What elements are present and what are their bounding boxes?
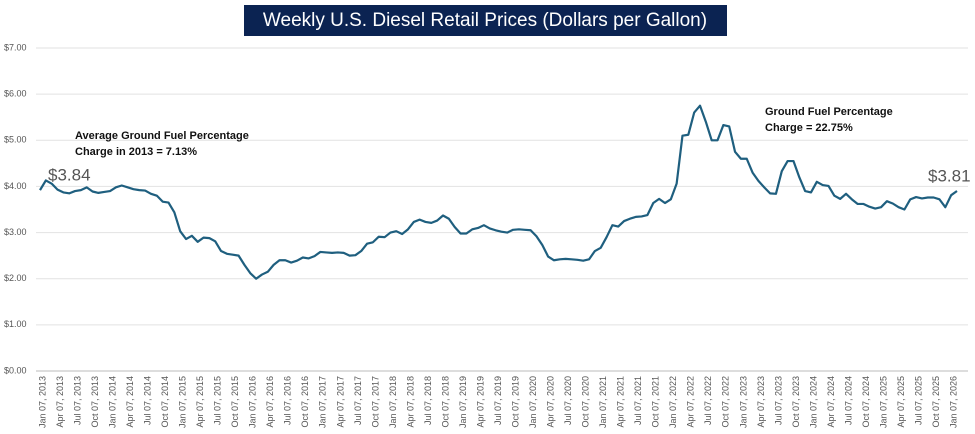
annotation: Average Ground Fuel Percentage [75, 130, 249, 142]
x-tick-label: Jul 07, 2017 [353, 376, 363, 425]
x-tick-label: Jan 07, 2026 [949, 376, 959, 428]
x-tick-label: Oct 07, 2020 [581, 376, 591, 428]
x-tick-label: Jan 07, 2020 [528, 376, 538, 428]
x-tick-label: Oct 07, 2019 [510, 376, 520, 428]
chart-title: Weekly U.S. Diesel Retail Prices (Dollar… [263, 10, 707, 31]
x-tick-label: Jan 07, 2023 [738, 376, 748, 428]
y-tick-label: $0.00 [4, 365, 27, 375]
x-tick-label: Apr 07, 2024 [826, 376, 836, 428]
annotation: Ground Fuel Percentage [765, 106, 893, 118]
x-tick-label: Oct 07, 2018 [440, 376, 450, 428]
x-tick-label: Jul 07, 2022 [703, 376, 713, 425]
x-tick-label: Apr 07, 2025 [896, 376, 906, 428]
x-tick-label: Apr 07, 2019 [475, 376, 485, 428]
y-tick-label: $6.00 [4, 89, 27, 99]
x-tick-label: Oct 07, 2013 [90, 376, 100, 428]
y-tick-label: $7.00 [4, 42, 27, 52]
annotation: Charge = 22.75% [765, 122, 853, 134]
y-tick-label: $5.00 [4, 135, 27, 145]
x-tick-label: Jan 07, 2022 [668, 376, 678, 428]
x-tick-label: Oct 07, 2015 [230, 376, 240, 428]
x-tick-label: Apr 07, 2023 [756, 376, 766, 428]
x-tick-label: Apr 07, 2021 [616, 376, 626, 428]
x-tick-label: Jul 07, 2015 [213, 376, 223, 425]
x-tick-label: Oct 07, 2016 [300, 376, 310, 428]
y-tick-label: $4.00 [4, 181, 27, 191]
x-tick-label: Jul 07, 2018 [423, 376, 433, 425]
x-tick-label: Oct 07, 2023 [791, 376, 801, 428]
x-tick-label: Jan 07, 2025 [878, 376, 888, 428]
y-tick-label: $3.00 [4, 227, 27, 237]
x-tick-label: Jan 07, 2015 [178, 376, 188, 428]
x-tick-label: Apr 07, 2022 [686, 376, 696, 428]
x-tick-label: Jan 07, 2014 [107, 376, 117, 428]
x-tick-label: Jul 07, 2023 [773, 376, 783, 425]
x-tick-label: Jul 07, 2021 [633, 376, 643, 425]
x-tick-label: Apr 07, 2014 [125, 376, 135, 428]
title-box [244, 5, 727, 36]
x-tick-label: Oct 07, 2021 [651, 376, 661, 428]
x-tick-label: Jul 07, 2016 [283, 376, 293, 425]
x-tick-label: Jan 07, 2021 [598, 376, 608, 428]
x-tick-label: Oct 07, 2022 [721, 376, 731, 428]
x-tick-label: Jul 07, 2025 [913, 376, 923, 425]
x-tick-label: Oct 07, 2014 [160, 376, 170, 428]
y-tick-label: $2.00 [4, 273, 27, 283]
annotation: Charge in 2013 = 7.13% [75, 146, 197, 158]
x-tick-label: Jul 07, 2014 [143, 376, 153, 425]
x-tick-label: Apr 07, 2017 [335, 376, 345, 428]
x-tick-label: Jan 07, 2013 [37, 376, 47, 428]
x-tick-label: Apr 07, 2013 [55, 376, 65, 428]
x-tick-label: Jan 07, 2017 [318, 376, 328, 428]
y-tick-label: $1.00 [4, 319, 27, 329]
annotation: $3.84 [48, 165, 91, 184]
x-tick-label: Oct 07, 2025 [931, 376, 941, 428]
data-line [39, 104, 958, 280]
x-tick-label: Apr 07, 2016 [265, 376, 275, 428]
x-tick-label: Apr 07, 2015 [195, 376, 205, 428]
x-tick-label: Apr 07, 2020 [546, 376, 556, 428]
x-tick-label: Jul 07, 2019 [493, 376, 503, 425]
x-tick-label: Jan 07, 2018 [388, 376, 398, 428]
x-tick-label: Jan 07, 2016 [248, 376, 258, 428]
x-tick-label: Jan 07, 2019 [458, 376, 468, 428]
x-tick-label: Oct 07, 2024 [861, 376, 871, 428]
x-tick-label: Jan 07, 2024 [808, 376, 818, 428]
x-tick-label: Apr 07, 2018 [405, 376, 415, 428]
x-tick-label: Oct 07, 2017 [370, 376, 380, 428]
x-tick-label: Jul 07, 2020 [563, 376, 573, 425]
annotation: $3.81 [928, 166, 971, 185]
x-tick-label: Jul 07, 2024 [843, 376, 853, 425]
x-tick-label: Jul 07, 2013 [72, 376, 82, 425]
